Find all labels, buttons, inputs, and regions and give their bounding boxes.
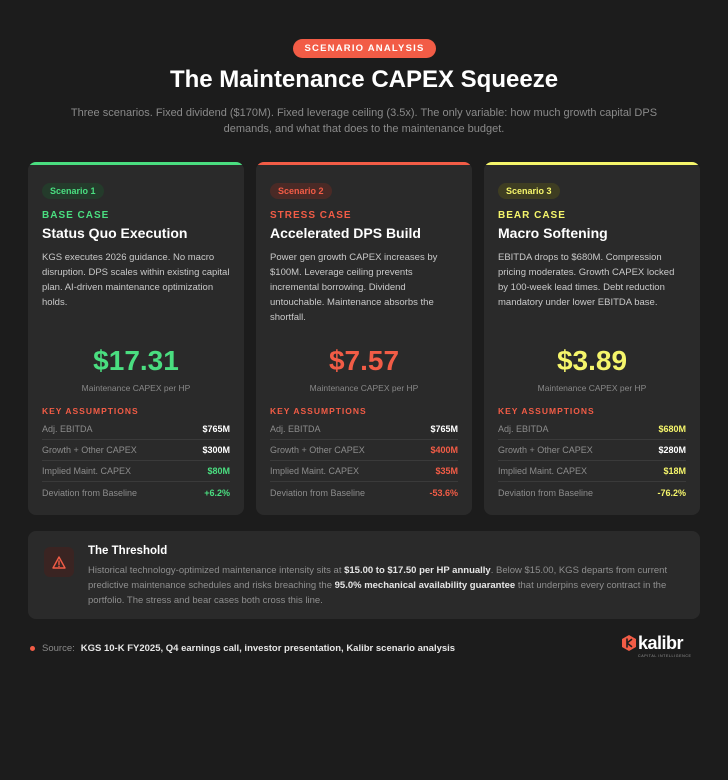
assumption-key: Deviation from Baseline bbox=[42, 487, 138, 498]
assumption-key: Adj. EBITDA bbox=[498, 424, 549, 434]
assumption-value: $400M bbox=[430, 445, 458, 455]
threshold-text-part: that underpins every contract in the por… bbox=[88, 580, 667, 606]
maint-capex-label: Maintenance CAPEX per HP bbox=[309, 383, 419, 393]
key-assumptions-label: KEY ASSUMPTIONS bbox=[42, 406, 139, 416]
page-title: The Maintenance CAPEX Squeeze bbox=[169, 66, 559, 93]
assumption-key: Implied Maint. CAPEX bbox=[270, 466, 360, 476]
assumption-key: Growth + Other CAPEX bbox=[498, 445, 593, 455]
assumption-value: $280M bbox=[658, 445, 686, 455]
case-title: Status Quo Execution bbox=[42, 225, 188, 241]
case-description: KGS executes 2026 guidance. No macro dis… bbox=[42, 252, 230, 308]
scenario-card-stress: Scenario 2 STRESS CASE Accelerated DPS B… bbox=[256, 162, 472, 515]
case-label: STRESS CASE bbox=[270, 210, 352, 221]
case-title: Accelerated DPS Build bbox=[270, 225, 421, 241]
maint-capex-label: Maintenance CAPEX per HP bbox=[537, 383, 647, 393]
scenario-card-base: Scenario 1 BASE CASE Status Quo Executio… bbox=[28, 162, 244, 515]
scenario-badge: Scenario 2 bbox=[270, 183, 332, 199]
assumption-value: $80M bbox=[207, 466, 230, 476]
maint-capex-label: Maintenance CAPEX per HP bbox=[81, 383, 191, 393]
assumption-value: $680M bbox=[658, 424, 686, 434]
source-dot-icon bbox=[30, 646, 35, 651]
assumptions-table: Adj. EBITDA $680M Growth + Other CAPEX $28… bbox=[498, 419, 686, 503]
kalibr-logo: kalibr CAPITAL INTELLIGENCE bbox=[622, 633, 694, 661]
case-description: EBITDA drops to $680M. Compression prici… bbox=[498, 252, 675, 308]
scenario-analysis-badge: SCENARIO ANALYSIS bbox=[292, 39, 436, 58]
assumption-key: Implied Maint. CAPEX bbox=[42, 466, 132, 476]
assumption-row: Implied Maint. CAPEX $18M bbox=[498, 461, 686, 482]
scenario-card-bear: Scenario 3 BEAR CASE Macro Softening EBI… bbox=[484, 162, 700, 515]
assumption-value: $35M bbox=[435, 466, 458, 476]
source-line: Source: KGS 10-K FY2025, Q4 earnings cal… bbox=[30, 643, 455, 654]
assumption-value: $18M bbox=[663, 466, 686, 476]
assumption-value: $765M bbox=[202, 424, 230, 434]
maint-capex-value: $7.57 bbox=[328, 345, 400, 376]
assumption-value: -53.6% bbox=[429, 487, 458, 498]
maint-capex-value: $3.89 bbox=[556, 345, 628, 376]
assumption-row: Adj. EBITDA $765M bbox=[270, 419, 458, 440]
assumption-row: Growth + Other CAPEX $400M bbox=[270, 440, 458, 461]
assumption-key: Growth + Other CAPEX bbox=[42, 445, 137, 455]
kalibr-mark-icon bbox=[622, 635, 636, 651]
source-label: Source: bbox=[42, 643, 75, 654]
threshold-bold-guarantee: 95.0% mechanical availability guarantee bbox=[334, 580, 516, 591]
key-assumptions-label: KEY ASSUMPTIONS bbox=[270, 406, 367, 416]
assumption-row: Implied Maint. CAPEX $80M bbox=[42, 461, 230, 482]
assumption-key: Implied Maint. CAPEX bbox=[498, 466, 588, 476]
card-accent-bar bbox=[256, 162, 472, 165]
case-label: BEAR CASE bbox=[498, 210, 566, 221]
assumption-key: Growth + Other CAPEX bbox=[270, 445, 365, 455]
case-label: BASE CASE bbox=[42, 210, 110, 221]
threshold-text: Historical technology-optimized maintena… bbox=[88, 563, 678, 608]
assumption-value: -76.2% bbox=[657, 487, 686, 498]
assumptions-table: Adj. EBITDA $765M Growth + Other CAPEX $40… bbox=[270, 419, 458, 503]
threshold-panel: The Threshold Historical technology-opti… bbox=[28, 531, 700, 619]
assumption-row: Adj. EBITDA $765M bbox=[42, 419, 230, 440]
warning-icon bbox=[44, 547, 74, 577]
key-assumptions-label: KEY ASSUMPTIONS bbox=[498, 406, 595, 416]
maint-capex-value: $17.31 bbox=[93, 345, 179, 376]
assumption-value: +6.2% bbox=[204, 487, 230, 498]
header-badge-wrap: SCENARIO ANALYSIS bbox=[0, 38, 728, 58]
assumption-key: Adj. EBITDA bbox=[42, 424, 93, 434]
threshold-text-part: Historical technology-optimized maintena… bbox=[88, 565, 345, 576]
threshold-text-part: . Below $15.00, KGS departs from current… bbox=[88, 565, 668, 591]
scenario-badge: Scenario 3 bbox=[498, 183, 560, 199]
page-subtitle: Three scenarios. Fixed dividend ($170M).… bbox=[70, 107, 658, 135]
source-text: KGS 10-K FY2025, Q4 earnings call, inves… bbox=[80, 643, 456, 654]
assumption-row: Growth + Other CAPEX $280M bbox=[498, 440, 686, 461]
assumption-key: Adj. EBITDA bbox=[270, 424, 321, 434]
card-accent-bar bbox=[28, 162, 244, 165]
assumption-value: $765M bbox=[430, 424, 458, 434]
assumption-row: Deviation from Baseline +6.2% bbox=[42, 482, 230, 503]
case-title: Macro Softening bbox=[498, 225, 608, 241]
assumption-row: Deviation from Baseline -53.6% bbox=[270, 482, 458, 503]
assumption-value: $300M bbox=[202, 445, 230, 455]
threshold-bold-range: $15.00 to $17.50 per HP annually bbox=[344, 565, 491, 576]
assumption-row: Implied Maint. CAPEX $35M bbox=[270, 461, 458, 482]
logo-wordmark: kalibr bbox=[638, 633, 684, 653]
scenario-badge: Scenario 1 bbox=[42, 183, 104, 199]
assumptions-table: Adj. EBITDA $765M Growth + Other CAPEX $30… bbox=[42, 419, 230, 503]
assumption-row: Growth + Other CAPEX $300M bbox=[42, 440, 230, 461]
assumption-key: Deviation from Baseline bbox=[270, 487, 366, 498]
card-accent-bar bbox=[484, 162, 700, 165]
logo-tagline: CAPITAL INTELLIGENCE bbox=[638, 654, 692, 658]
case-description: Power gen growth CAPEX increases by $100… bbox=[270, 252, 438, 323]
assumption-row: Adj. EBITDA $680M bbox=[498, 419, 686, 440]
assumption-row: Deviation from Baseline -76.2% bbox=[498, 482, 686, 503]
threshold-title: The Threshold bbox=[88, 545, 168, 557]
assumption-key: Deviation from Baseline bbox=[498, 487, 594, 498]
